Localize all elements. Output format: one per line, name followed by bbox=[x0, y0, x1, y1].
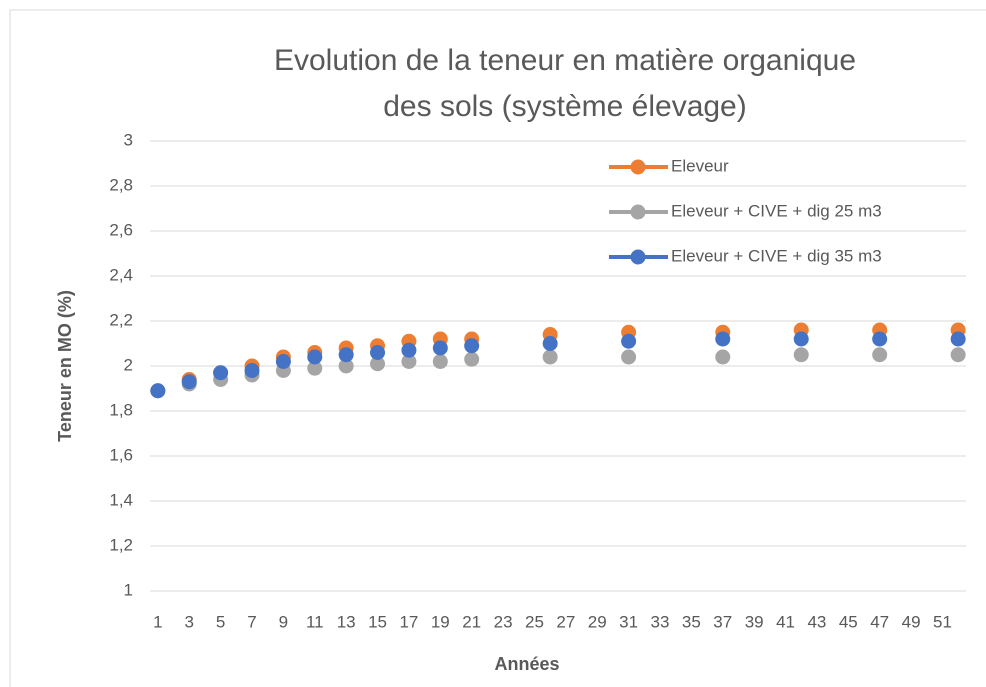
x-tick-label: 49 bbox=[902, 612, 921, 631]
x-tick-label: 41 bbox=[776, 612, 795, 631]
x-tick-label: 43 bbox=[807, 612, 826, 631]
y-tick-label: 2,2 bbox=[109, 310, 133, 329]
data-point bbox=[244, 363, 260, 378]
data-point bbox=[307, 360, 323, 376]
legend-label: Eleveur bbox=[671, 156, 729, 175]
x-tick-label: 33 bbox=[651, 612, 670, 631]
y-tick-label: 2,8 bbox=[109, 175, 133, 194]
x-tick-label: 15 bbox=[368, 612, 387, 631]
x-tick-label: 17 bbox=[399, 612, 418, 631]
data-point bbox=[370, 356, 386, 372]
data-point bbox=[542, 349, 558, 365]
data-point bbox=[621, 349, 637, 365]
x-tick-label: 39 bbox=[745, 612, 764, 631]
data-point bbox=[464, 351, 480, 367]
data-point bbox=[432, 354, 448, 369]
data-point bbox=[950, 331, 966, 347]
x-tick-label: 27 bbox=[556, 612, 575, 631]
x-tick-label: 47 bbox=[870, 612, 889, 631]
legend-marker bbox=[630, 204, 646, 220]
data-point bbox=[793, 347, 809, 363]
data-point bbox=[872, 331, 888, 347]
x-tick-label: 25 bbox=[525, 612, 544, 631]
y-tick-label: 1 bbox=[124, 580, 133, 599]
data-point bbox=[872, 347, 888, 363]
data-point bbox=[464, 338, 480, 354]
x-tick-label: 13 bbox=[337, 612, 356, 631]
data-point bbox=[542, 336, 558, 351]
y-tick-label: 3 bbox=[124, 130, 133, 149]
y-tick-label: 1,4 bbox=[109, 490, 133, 509]
data-point bbox=[715, 349, 731, 365]
x-axis-label: Années bbox=[494, 654, 559, 674]
chart-title: Evolution de la teneur en matière organi… bbox=[273, 44, 857, 123]
x-tick-label: 7 bbox=[247, 612, 256, 631]
data-point bbox=[338, 358, 354, 374]
x-tick-label: 3 bbox=[184, 612, 193, 631]
data-point bbox=[150, 383, 166, 399]
x-tick-label: 5 bbox=[216, 612, 225, 631]
data-point bbox=[338, 347, 354, 363]
data-point bbox=[715, 331, 731, 347]
y-axis-label: Teneur en MO (%) bbox=[55, 290, 75, 442]
data-point bbox=[181, 374, 197, 390]
x-tick-label: 31 bbox=[619, 612, 638, 631]
y-tick-label: 1,6 bbox=[109, 445, 133, 464]
y-tick-label: 1,8 bbox=[109, 400, 133, 419]
legend-marker bbox=[630, 159, 646, 175]
legend-marker bbox=[630, 249, 646, 265]
x-tick-label: 37 bbox=[713, 612, 732, 631]
y-tick-label: 2,4 bbox=[109, 265, 133, 284]
x-tick-label: 29 bbox=[588, 612, 607, 631]
x-tick-label: 1 bbox=[153, 612, 162, 631]
x-tick-label: 21 bbox=[462, 612, 481, 631]
legend-label: Eleveur + CIVE + dig 35 m3 bbox=[671, 246, 882, 265]
y-tick-label: 1,2 bbox=[109, 535, 133, 554]
data-point bbox=[307, 349, 323, 365]
x-tick-label: 35 bbox=[682, 612, 701, 631]
x-tick-label: 11 bbox=[306, 612, 324, 631]
data-point bbox=[401, 354, 417, 369]
data-point bbox=[370, 345, 386, 360]
x-tick-label: 23 bbox=[494, 612, 513, 631]
data-point bbox=[621, 333, 637, 349]
data-point bbox=[213, 365, 229, 381]
data-point bbox=[950, 347, 966, 363]
x-tick-label: 51 bbox=[933, 612, 952, 631]
x-tick-label: 9 bbox=[279, 612, 288, 631]
data-point bbox=[432, 340, 448, 356]
data-point bbox=[401, 342, 417, 358]
legend-label: Eleveur + CIVE + dig 25 m3 bbox=[671, 201, 882, 220]
chart-border bbox=[9, 9, 986, 687]
data-point bbox=[275, 354, 291, 369]
data-point bbox=[793, 331, 809, 347]
y-tick-label: 2 bbox=[124, 355, 133, 374]
x-tick-label: 19 bbox=[431, 612, 450, 631]
x-tick-label: 45 bbox=[839, 612, 858, 631]
y-tick-label: 2,6 bbox=[109, 220, 133, 239]
